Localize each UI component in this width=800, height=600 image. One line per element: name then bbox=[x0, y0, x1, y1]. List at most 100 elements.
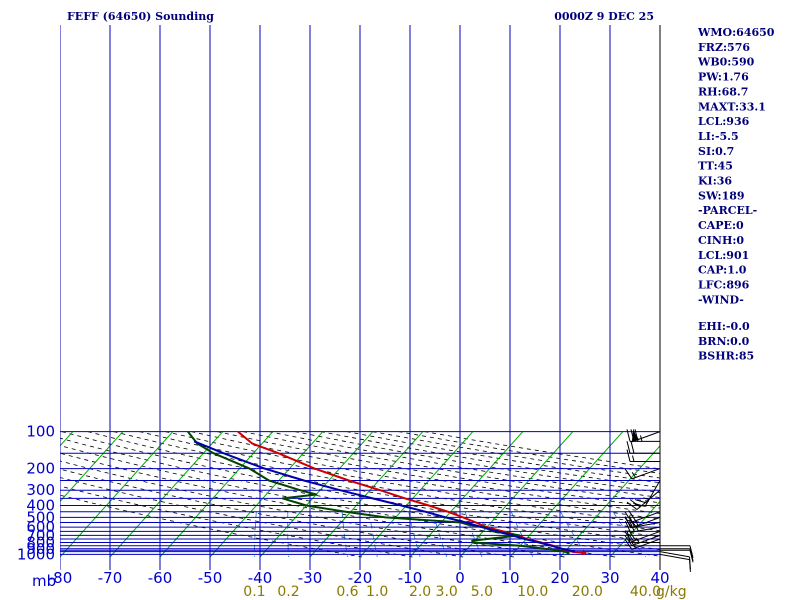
index-line: -WIND- bbox=[698, 293, 744, 306]
index-line: SI:0.7 bbox=[698, 145, 734, 158]
wind-barb bbox=[624, 515, 661, 529]
mixing-ratio-unit-label: g/kg bbox=[656, 584, 687, 600]
index-line: PW:1.76 bbox=[698, 71, 749, 84]
isotherm bbox=[309, 431, 424, 558]
isotherm bbox=[359, 431, 474, 558]
pressure-tick-label: 400 bbox=[26, 497, 55, 515]
dry-adiabat bbox=[191, 431, 660, 514]
isotherm bbox=[209, 431, 324, 558]
dry-adiabat bbox=[242, 431, 660, 504]
dry-adiabat bbox=[61, 431, 660, 544]
wind-index-line: EHI:-0.0 bbox=[698, 320, 750, 333]
wind-barb-staff bbox=[644, 480, 661, 507]
wind-barb-flag bbox=[628, 520, 635, 532]
dry-adiabat bbox=[60, 452, 616, 558]
index-line: RH:68.7 bbox=[698, 85, 748, 98]
mixing-ratio-tick-label: 5.0 bbox=[471, 584, 493, 600]
pressure-tick-label: 1000 bbox=[17, 545, 55, 563]
mixing-ratio-tick-label: 20.0 bbox=[572, 584, 603, 600]
wind-barb-flag bbox=[628, 529, 636, 541]
wind-barb-flag bbox=[626, 530, 631, 543]
temperature-tick-label: -80 bbox=[48, 569, 73, 587]
valid-time: 0000Z 9 DEC 25 bbox=[554, 10, 654, 23]
wind-barbs bbox=[624, 25, 694, 572]
mixing-ratio-tick-label: 0.1 bbox=[243, 584, 265, 600]
temperature-tick-label: -40 bbox=[248, 569, 273, 587]
temperature-tick-label: 20 bbox=[550, 569, 569, 587]
pressure-tick-label: 100 bbox=[26, 423, 55, 441]
wind-barb-staff bbox=[630, 522, 661, 529]
mixing-ratio-tick-label: 2.0 bbox=[409, 584, 431, 600]
index-line: -PARCEL- bbox=[698, 204, 757, 217]
wind-barb-flag bbox=[630, 429, 635, 442]
temperature-tick-label: 30 bbox=[600, 569, 619, 587]
wind-barb bbox=[624, 510, 661, 523]
dry-adiabat bbox=[60, 477, 464, 558]
wind-barb-half-flag bbox=[635, 520, 639, 527]
isotherm bbox=[159, 431, 274, 558]
isotherm bbox=[409, 431, 524, 558]
chart-title: FEFF (64650) Sounding bbox=[67, 10, 214, 23]
wind-barb-flag bbox=[624, 535, 633, 546]
profile-traces bbox=[187, 430, 587, 556]
pressure-tick-label: 500 bbox=[26, 508, 55, 526]
index-line: TT:45 bbox=[698, 160, 733, 173]
temperature-tick-label: -60 bbox=[148, 569, 173, 587]
wind-barb bbox=[624, 538, 661, 550]
pressure-tick-label: 200 bbox=[26, 460, 55, 478]
index-line: FRZ:576 bbox=[698, 41, 750, 54]
wind-barb-staff bbox=[659, 551, 690, 558]
wind-index-line: BSHR:85 bbox=[698, 350, 754, 363]
temperature-tick-labels: -80 -70 -60 -50 -40 -30 -20 -10 0 10 20 30 40 bbox=[48, 569, 670, 587]
dry-adiabat bbox=[320, 431, 660, 488]
temperature-tick-label: 40 bbox=[650, 569, 669, 587]
wind-barb-staff bbox=[631, 534, 661, 547]
wind-barb-flag bbox=[634, 429, 639, 442]
mixing-ratio-tick-label: 40.0 bbox=[630, 584, 661, 600]
index-line: WB0:590 bbox=[697, 56, 755, 69]
wind-index-line: BRN:0.0 bbox=[698, 335, 750, 348]
index-line: LFC:896 bbox=[698, 278, 750, 291]
dry-adiabat bbox=[60, 445, 660, 557]
dry-adiabat bbox=[165, 431, 660, 520]
dry-adiabat bbox=[294, 431, 660, 493]
wind-barb-flag bbox=[624, 468, 633, 480]
wind-barb bbox=[660, 545, 694, 558]
wind-barb-flag bbox=[624, 511, 633, 523]
wind-barb-staff bbox=[659, 553, 690, 561]
pressure-tick-label: 300 bbox=[26, 481, 55, 499]
isotherm bbox=[509, 431, 624, 558]
dry-adiabat bbox=[268, 431, 660, 499]
isotherm bbox=[559, 445, 660, 558]
wind-barb-flag bbox=[626, 501, 638, 510]
dry-adiabat bbox=[217, 431, 660, 509]
wind-barb bbox=[626, 449, 660, 462]
index-line: LCL:901 bbox=[698, 249, 749, 262]
wind-barb-staff bbox=[631, 538, 661, 550]
index-line: SW:189 bbox=[698, 189, 745, 202]
wind-barb bbox=[624, 520, 661, 533]
wind-barb bbox=[660, 549, 694, 563]
dry-adiabat bbox=[113, 431, 660, 532]
temperature-tick-label: -10 bbox=[398, 569, 423, 587]
wind-barb bbox=[626, 441, 660, 454]
mixing-ratio-tick-label: 1.0 bbox=[366, 584, 388, 600]
index-line: MAXT:33.1 bbox=[698, 100, 766, 113]
parcel-trace bbox=[193, 440, 576, 553]
wind-barb bbox=[659, 553, 691, 572]
wind-barb-staff bbox=[631, 511, 661, 523]
index-line: LCL:936 bbox=[698, 115, 750, 128]
temperature-tick-label: 0 bbox=[455, 569, 465, 587]
wind-barb-half-flag bbox=[631, 542, 636, 549]
temperature-tick-label: -30 bbox=[298, 569, 323, 587]
wind-barb-flag bbox=[628, 515, 635, 528]
mixing-ratio-tick-label: 10.0 bbox=[517, 584, 548, 600]
wind-barb-flag bbox=[626, 441, 631, 454]
wind-barb-flag bbox=[624, 520, 631, 533]
wind-barb-flag bbox=[624, 538, 633, 550]
temperature-tick-label: -70 bbox=[98, 569, 123, 587]
mixing-ratio-tick-labels: 0.1 0.2 0.6 1.0 2.0 3.0 5.0 10.0 20.0 40.0 bbox=[243, 584, 661, 600]
wind-barb-flag bbox=[626, 449, 631, 462]
